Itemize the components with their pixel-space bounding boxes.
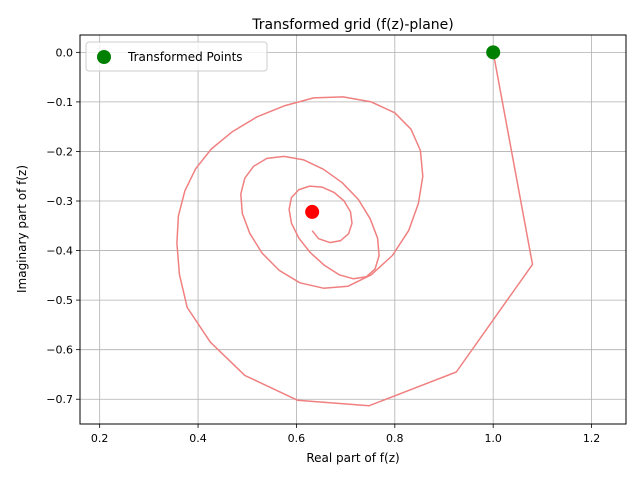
y-tick-label: −0.4 bbox=[46, 245, 73, 258]
x-tick-label: 1.2 bbox=[583, 432, 601, 445]
y-tick-label: −0.2 bbox=[46, 145, 73, 158]
point-transformed bbox=[486, 45, 501, 60]
y-tick-label: −0.5 bbox=[46, 294, 73, 307]
legend-label-transformed-points: Transformed Points bbox=[127, 50, 243, 64]
y-tick-label: 0.0 bbox=[56, 46, 74, 59]
x-tick-label: 0.2 bbox=[91, 432, 109, 445]
legend: Transformed Points bbox=[85, 41, 268, 72]
plot-area-frame bbox=[79, 34, 627, 425]
x-tick-label: 0.8 bbox=[386, 432, 404, 445]
x-tick-label: 0.4 bbox=[189, 432, 207, 445]
y-tick-label: −0.1 bbox=[46, 96, 73, 109]
series-layer bbox=[176, 45, 534, 407]
y-tick-label: −0.6 bbox=[46, 344, 73, 357]
point-red bbox=[305, 204, 320, 219]
legend-box bbox=[85, 41, 268, 72]
x-tick-label: 0.6 bbox=[288, 432, 306, 445]
chart-title: Transformed grid (f(z)-plane) bbox=[251, 17, 453, 33]
x-tick-label: 1.0 bbox=[484, 432, 502, 445]
y-tick-label: −0.3 bbox=[46, 195, 73, 208]
grid-layer bbox=[80, 35, 626, 424]
y-tick-label: −0.7 bbox=[46, 393, 73, 406]
x-axis-label: Real part of f(z) bbox=[306, 451, 399, 465]
y-axis-label: Imaginary part of f(z) bbox=[15, 165, 29, 293]
tick-layer: 0.2 0.4 0.6 0.8 1.0 1.2 0.0 −0.1 −0.2 −0.3 −0.4 −0.… bbox=[46, 46, 600, 445]
legend-marker-transformed-points bbox=[97, 50, 111, 64]
spiral-line bbox=[176, 52, 534, 407]
